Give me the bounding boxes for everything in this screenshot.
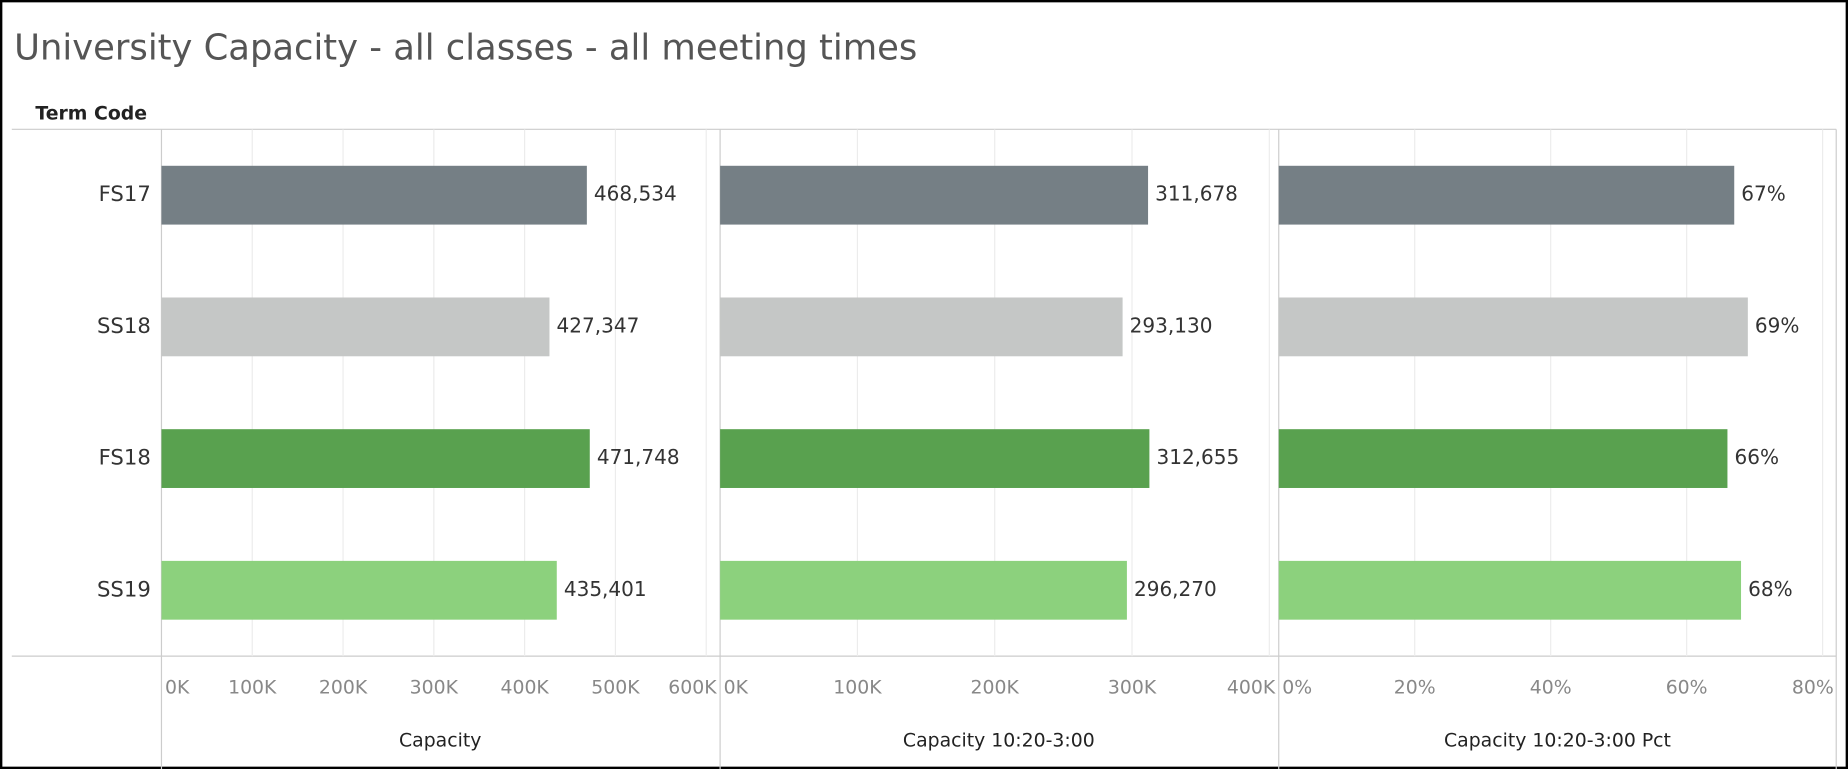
bar <box>720 560 1127 620</box>
x-tick-label: 400K <box>1227 677 1276 698</box>
category-label: FS17 <box>99 181 151 206</box>
value-label: 435,401 <box>564 577 647 601</box>
bar <box>161 165 587 225</box>
x-tick-label: 500K <box>591 677 640 698</box>
axis-title: Capacity <box>399 730 481 751</box>
x-tick-label: 60% <box>1666 677 1708 698</box>
value-label: 66% <box>1735 445 1780 469</box>
value-label: 427,347 <box>557 313 640 337</box>
x-tick-label: 400K <box>500 677 549 698</box>
bar <box>720 429 1150 488</box>
value-label: 69% <box>1755 313 1800 337</box>
value-label: 471,748 <box>597 445 680 469</box>
bar <box>1278 297 1748 357</box>
axis-title: Capacity 10:20-3:00 Pct <box>1444 730 1671 751</box>
x-tick-label: 100K <box>228 677 277 698</box>
category-label: SS19 <box>97 576 151 601</box>
x-tick-label: 40% <box>1530 677 1572 698</box>
bar <box>161 297 550 357</box>
x-tick-label: 200K <box>971 677 1020 698</box>
bar <box>720 297 1123 357</box>
x-tick-label: 600K <box>668 677 717 698</box>
x-tick-label: 300K <box>1108 677 1157 698</box>
value-label: 67% <box>1741 182 1786 206</box>
category-label: FS18 <box>99 445 151 470</box>
x-tick-label: 200K <box>319 677 368 698</box>
value-label: 311,678 <box>1155 182 1238 206</box>
bar <box>161 560 557 620</box>
row-header: Term Code <box>35 104 147 125</box>
bar <box>1278 560 1742 620</box>
value-label: 312,655 <box>1156 445 1239 469</box>
value-label: 68% <box>1748 577 1793 601</box>
bar <box>720 165 1149 225</box>
x-tick-label: 20% <box>1394 677 1436 698</box>
x-tick-label: 300K <box>410 677 459 698</box>
bar <box>161 429 590 488</box>
x-tick-label: 80% <box>1792 677 1834 698</box>
x-tick-label: 0% <box>1282 677 1312 698</box>
value-label: 293,130 <box>1130 313 1213 337</box>
category-label: SS18 <box>97 313 151 338</box>
value-label: 468,534 <box>594 182 677 206</box>
x-tick-label: 0K <box>165 677 190 698</box>
bar <box>1278 429 1728 488</box>
axis-title: Capacity 10:20-3:00 <box>903 730 1095 751</box>
bar <box>1278 165 1735 225</box>
x-tick-label: 0K <box>724 677 749 698</box>
value-label: 296,270 <box>1134 577 1217 601</box>
chart-title: University Capacity - all classes - all … <box>14 27 917 68</box>
x-tick-label: 100K <box>833 677 882 698</box>
